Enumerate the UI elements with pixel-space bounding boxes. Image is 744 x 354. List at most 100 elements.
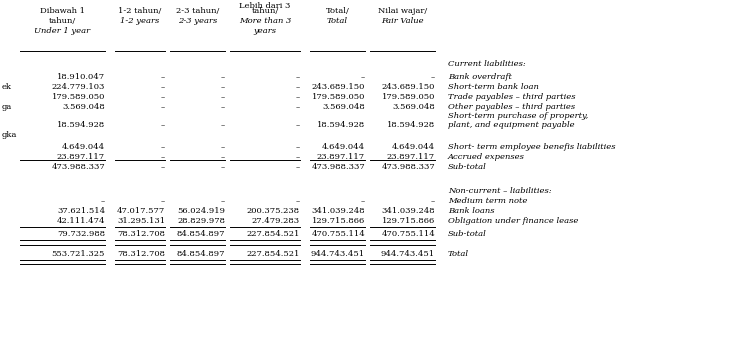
Text: –: – [296,197,300,205]
Text: –: – [296,121,300,129]
Text: Bank loans: Bank loans [448,207,495,215]
Text: 56.024.919: 56.024.919 [177,207,225,215]
Text: 200.375.238: 200.375.238 [247,207,300,215]
Text: Trade payables – third parties: Trade payables – third parties [448,93,576,101]
Text: 1-2 years: 1-2 years [121,17,160,25]
Text: 129.715.866: 129.715.866 [312,217,365,225]
Text: –: – [161,163,165,171]
Text: 243.689.150: 243.689.150 [382,83,435,91]
Text: –: – [221,153,225,161]
Text: 341.039.248: 341.039.248 [382,207,435,215]
Text: Nilai wajar/: Nilai wajar/ [378,7,427,15]
Text: –: – [361,73,365,81]
Text: 78.312.708: 78.312.708 [117,250,165,258]
Text: –: – [221,103,225,111]
Text: –: – [221,73,225,81]
Text: ek: ek [2,83,12,91]
Text: years: years [254,27,277,35]
Text: Sub-total: Sub-total [448,163,487,171]
Text: 179.589.050: 179.589.050 [51,93,105,101]
Text: Accrued expenses: Accrued expenses [448,153,525,161]
Text: –: – [296,103,300,111]
Text: 944.743.451: 944.743.451 [311,250,365,258]
Text: –: – [100,197,105,205]
Text: Short- term employee benefis liabilities: Short- term employee benefis liabilities [448,143,615,151]
Text: 23.897.117: 23.897.117 [57,153,105,161]
Text: Dibawah 1: Dibawah 1 [40,7,85,15]
Text: Total: Total [327,17,348,25]
Text: –: – [296,153,300,161]
Text: 37.621.514: 37.621.514 [57,207,105,215]
Text: 23.897.117: 23.897.117 [387,153,435,161]
Text: 3.569.048: 3.569.048 [62,103,105,111]
Text: 4.649.044: 4.649.044 [62,143,105,151]
Text: 2-3 tahun/: 2-3 tahun/ [176,7,219,15]
Text: 78.312.708: 78.312.708 [117,230,165,238]
Text: 3.569.048: 3.569.048 [392,103,435,111]
Text: Short-term bank loan: Short-term bank loan [448,83,539,91]
Text: 243.689.150: 243.689.150 [312,83,365,91]
Text: –: – [221,121,225,129]
Text: –: – [221,197,225,205]
Text: –: – [221,143,225,151]
Text: –: – [431,197,435,205]
Text: 4.649.044: 4.649.044 [322,143,365,151]
Text: tahun/: tahun/ [49,17,76,25]
Text: 18.594.928: 18.594.928 [317,121,365,129]
Text: More than 3: More than 3 [239,17,291,25]
Text: 944.743.451: 944.743.451 [381,250,435,258]
Text: –: – [431,73,435,81]
Text: gka: gka [2,131,17,139]
Text: 1-2 tahun/: 1-2 tahun/ [118,7,161,15]
Text: 2-3 years: 2-3 years [178,17,217,25]
Text: –: – [296,143,300,151]
Text: –: – [161,153,165,161]
Text: Fair Value: Fair Value [381,17,424,25]
Text: Total/: Total/ [326,7,350,15]
Text: ga: ga [2,103,12,111]
Text: 470.755.114: 470.755.114 [381,230,435,238]
Text: 84.854.897: 84.854.897 [176,230,225,238]
Text: Lebih dari 3: Lebih dari 3 [240,2,291,10]
Text: –: – [161,83,165,91]
Text: Non-current – liabilities:: Non-current – liabilities: [448,187,551,195]
Text: 341.039.248: 341.039.248 [312,207,365,215]
Text: 3.569.048: 3.569.048 [322,103,365,111]
Text: tahun/: tahun/ [251,7,278,15]
Text: 224.779.103: 224.779.103 [51,83,105,91]
Text: 227.854.521: 227.854.521 [246,230,300,238]
Text: 227.854.521: 227.854.521 [246,250,300,258]
Text: 473.988.337: 473.988.337 [311,163,365,171]
Text: –: – [296,73,300,81]
Text: 18.910.047: 18.910.047 [57,73,105,81]
Text: –: – [221,93,225,101]
Text: Sub-total: Sub-total [448,230,487,238]
Text: Bank overdraft: Bank overdraft [448,73,512,81]
Text: 27.479.283: 27.479.283 [252,217,300,225]
Text: 18.594.928: 18.594.928 [57,121,105,129]
Text: 84.854.897: 84.854.897 [176,250,225,258]
Text: Obligation under finance lease: Obligation under finance lease [448,217,578,225]
Text: Other payables – third parties: Other payables – third parties [448,103,575,111]
Text: –: – [161,103,165,111]
Text: Total: Total [448,250,469,258]
Text: –: – [296,83,300,91]
Text: Medium term note: Medium term note [448,197,527,205]
Text: 473.988.337: 473.988.337 [381,163,435,171]
Text: 473.988.337: 473.988.337 [51,163,105,171]
Text: 28.829.978: 28.829.978 [177,217,225,225]
Text: –: – [161,73,165,81]
Text: –: – [161,197,165,205]
Text: –: – [161,121,165,129]
Text: 129.715.866: 129.715.866 [382,217,435,225]
Text: 47.017.577: 47.017.577 [117,207,165,215]
Text: 42.111.474: 42.111.474 [57,217,105,225]
Text: –: – [161,143,165,151]
Text: 553.721.325: 553.721.325 [51,250,105,258]
Text: plant, and equipment payable: plant, and equipment payable [448,121,574,129]
Text: 179.589.050: 179.589.050 [312,93,365,101]
Text: –: – [361,197,365,205]
Text: Under 1 year: Under 1 year [34,27,91,35]
Text: –: – [296,163,300,171]
Text: 79.732.988: 79.732.988 [57,230,105,238]
